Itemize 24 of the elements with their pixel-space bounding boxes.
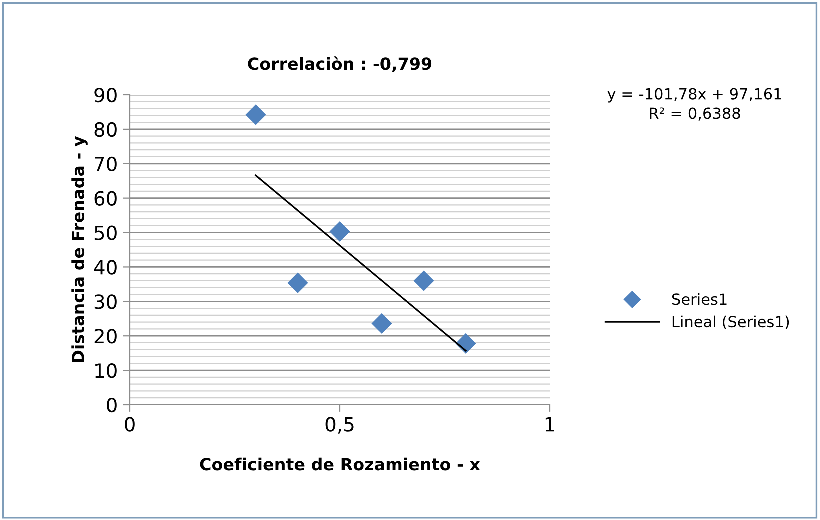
- y-tick-label: 10: [96, 364, 117, 378]
- point: [372, 313, 392, 334]
- legend-label: Lineal (Series1): [672, 316, 790, 330]
- y-tick-label: 70: [95, 156, 117, 172]
- y-tick-label: 60: [94, 191, 117, 206]
- y-tick-label: 20: [94, 329, 117, 344]
- y-tick-label: 90: [94, 88, 117, 103]
- x-axis-title: Coeficiente de Rozamiento - x: [200, 458, 480, 471]
- text: y = -101,78x + 97,161 R² = 0,6388: [608, 88, 782, 121]
- y-tick-label: 80: [94, 122, 117, 138]
- point: [330, 221, 350, 242]
- point: [246, 104, 266, 126]
- x-tick-label: 0: [125, 417, 135, 432]
- y-tick-label: 30: [94, 294, 117, 310]
- point: [414, 270, 434, 292]
- y-tick-label: 40: [94, 260, 117, 275]
- y-tick-label: 50: [94, 226, 117, 240]
- legend-label: Series1: [672, 293, 727, 306]
- x-tick-label: 1: [546, 417, 554, 432]
- point: [288, 272, 308, 294]
- y-tick-label: 0: [107, 398, 117, 413]
- y-axis-title: Distancia de Frenada - y: [72, 136, 88, 362]
- chart-title: Correlaciòn : -0,799: [248, 56, 432, 72]
- x-tick-label: 0,5: [326, 417, 354, 434]
